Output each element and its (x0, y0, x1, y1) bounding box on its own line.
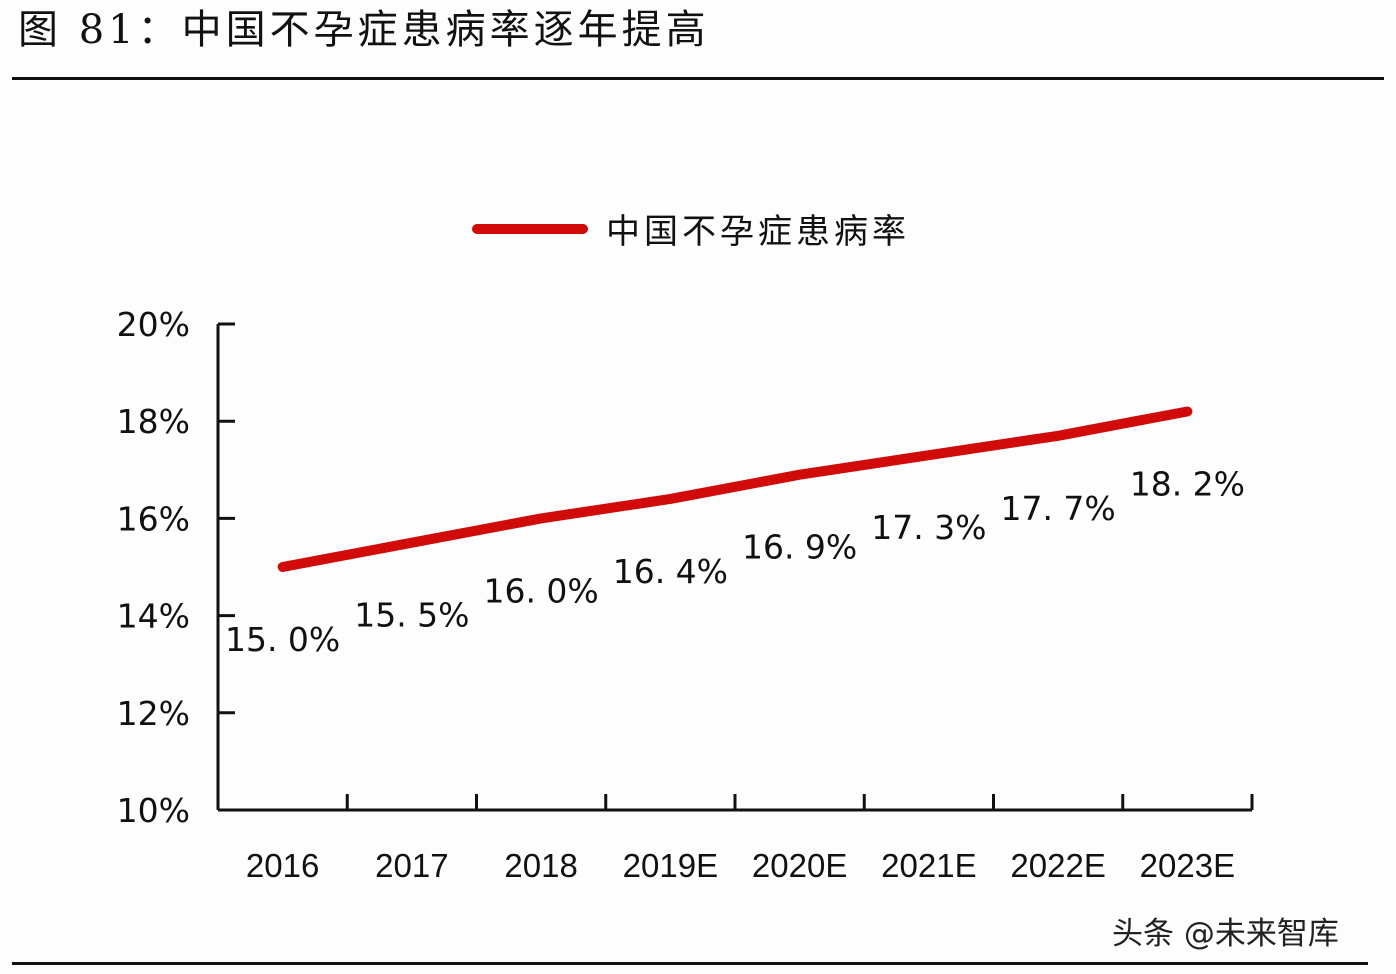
data-labels: 15. 0% 15. 5% 16. 0% 16. 4% 16. 9% 17. 3% 17. … (225, 464, 1245, 659)
legend-label: 中国不孕症患病率 (606, 212, 910, 252)
y-axis-ticks: 10% 12% 14% 16% 18% 20% (117, 305, 235, 830)
figure-title: 图 81：中国不孕症患病率逐年提高 (18, 7, 710, 53)
data-label: 17. 3% (871, 508, 986, 547)
y-tick-label: 16% (117, 499, 190, 538)
legend-line-swatch (472, 223, 588, 234)
data-label: 16. 4% (613, 552, 728, 591)
data-label: 15. 5% (354, 596, 469, 635)
x-axis-ticks: 2016 2017 2018 2019E 2020E 2021E 2022E 2023E (246, 794, 1254, 884)
data-label: 16. 9% (742, 528, 857, 567)
series-line (277, 406, 1193, 572)
y-tick-label: 14% (117, 597, 190, 636)
x-tick-label: 2021E (881, 847, 976, 884)
title-divider (12, 77, 1384, 80)
y-tick-label: 20% (117, 305, 190, 344)
y-tick-label: 10% (117, 791, 190, 830)
chart-legend: 中国不孕症患病率 (472, 204, 910, 253)
data-label: 18. 2% (1130, 464, 1245, 503)
data-label: 17. 7% (1000, 489, 1115, 528)
x-tick-label: 2017 (375, 847, 448, 884)
x-tick-label: 2019E (623, 847, 718, 884)
chart-axes (216, 324, 1252, 812)
y-tick-label: 12% (117, 694, 190, 733)
bottom-divider (12, 962, 1368, 965)
y-tick-label: 18% (117, 402, 190, 441)
watermark: 头条 @未来智库 (1112, 916, 1339, 952)
x-tick-label: 2018 (504, 847, 577, 884)
x-tick-label: 2016 (246, 847, 319, 884)
x-tick-label: 2022E (1010, 847, 1105, 884)
x-tick-label: 2023E (1140, 847, 1235, 884)
x-tick-label: 2020E (752, 847, 847, 884)
data-label: 15. 0% (225, 620, 340, 659)
data-label: 16. 0% (483, 571, 598, 610)
